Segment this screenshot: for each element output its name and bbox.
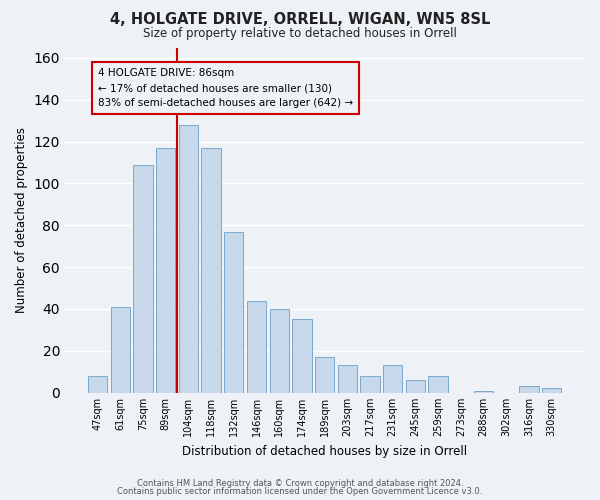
Bar xyxy=(406,380,425,392)
Bar xyxy=(428,376,448,392)
Bar xyxy=(88,376,107,392)
Bar xyxy=(520,386,539,392)
Bar xyxy=(247,300,266,392)
Bar xyxy=(110,307,130,392)
Bar xyxy=(474,390,493,392)
Bar xyxy=(269,309,289,392)
Bar xyxy=(179,125,198,392)
Text: 4 HOLGATE DRIVE: 86sqm
← 17% of detached houses are smaller (130)
83% of semi-de: 4 HOLGATE DRIVE: 86sqm ← 17% of detached… xyxy=(98,68,353,108)
Text: Contains HM Land Registry data © Crown copyright and database right 2024.: Contains HM Land Registry data © Crown c… xyxy=(137,478,463,488)
Bar xyxy=(133,164,152,392)
Bar xyxy=(156,148,175,392)
Bar xyxy=(542,388,562,392)
Bar xyxy=(224,232,244,392)
Bar xyxy=(202,148,221,392)
Bar xyxy=(338,366,357,392)
X-axis label: Distribution of detached houses by size in Orrell: Distribution of detached houses by size … xyxy=(182,444,467,458)
Text: Contains public sector information licensed under the Open Government Licence v3: Contains public sector information licen… xyxy=(118,487,482,496)
Bar xyxy=(315,357,334,392)
Bar xyxy=(292,320,311,392)
Y-axis label: Number of detached properties: Number of detached properties xyxy=(15,127,28,313)
Bar xyxy=(361,376,380,392)
Bar xyxy=(383,366,403,392)
Text: 4, HOLGATE DRIVE, ORRELL, WIGAN, WN5 8SL: 4, HOLGATE DRIVE, ORRELL, WIGAN, WN5 8SL xyxy=(110,12,490,28)
Text: Size of property relative to detached houses in Orrell: Size of property relative to detached ho… xyxy=(143,28,457,40)
